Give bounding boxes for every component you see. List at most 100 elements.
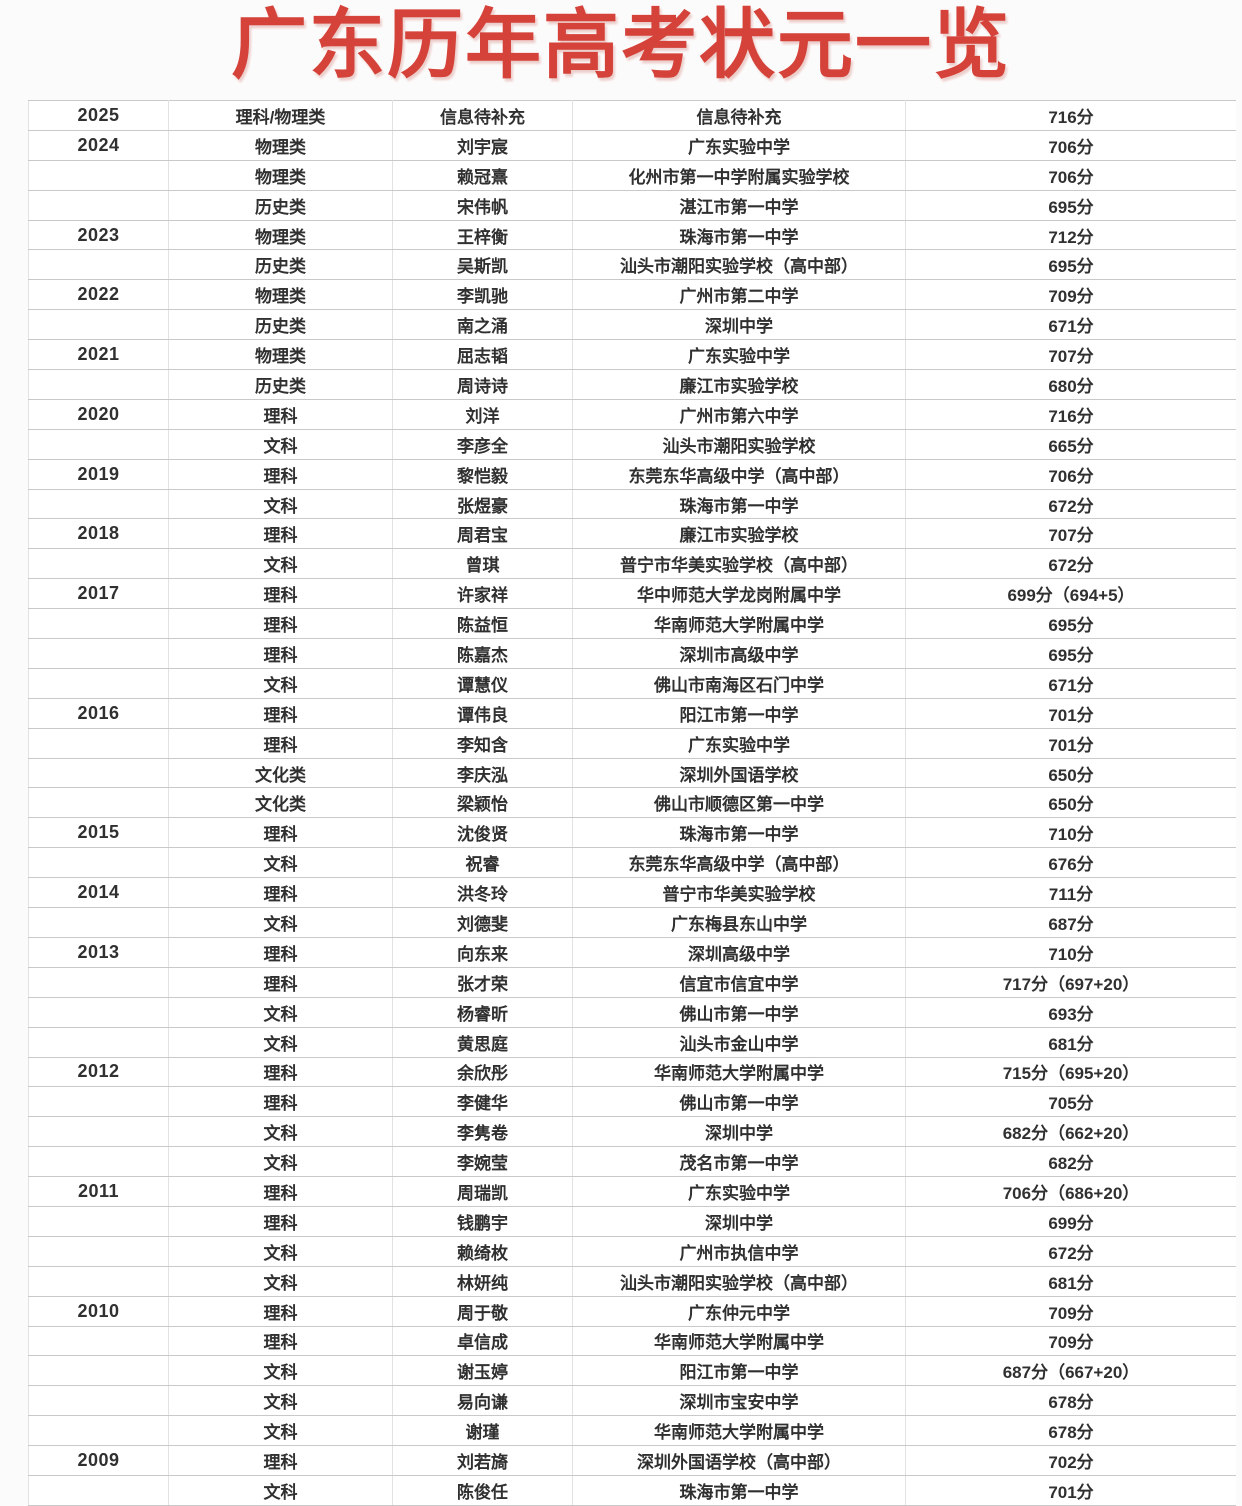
table-row: 2012 理科 余欣彤 华南师范大学附属中学 715分（695+20） bbox=[28, 1056, 1236, 1088]
score-cell: 687分（667+20） bbox=[905, 1355, 1236, 1387]
category-cell: 理科 bbox=[168, 877, 393, 909]
score-cell: 711分 bbox=[905, 877, 1236, 909]
score-cell: 672分 bbox=[905, 1235, 1236, 1267]
school-cell: 廉江市实验学校 bbox=[572, 518, 906, 550]
category-cell: 理科 bbox=[168, 1445, 393, 1476]
score-cell: 672分 bbox=[905, 488, 1236, 520]
table-row: 2018 理科 周君宝 廉江市实验学校 707分 bbox=[28, 518, 1236, 550]
table-row: 2015 理科 沈俊贤 珠海市第一中学 710分 bbox=[28, 817, 1236, 849]
score-cell: 717分（697+20） bbox=[905, 966, 1236, 998]
school-cell: 化州市第一中学附属实验学校 bbox=[572, 159, 906, 191]
score-cell: 706分（686+20） bbox=[905, 1176, 1236, 1207]
table-row: 文科 黄思庭 汕头市金山中学 681分 bbox=[28, 1026, 1236, 1058]
year-cell: 2025 bbox=[28, 100, 169, 131]
school-cell: 广州市第二中学 bbox=[572, 279, 906, 311]
school-cell: 华南师范大学附属中学 bbox=[572, 1415, 906, 1447]
category-cell: 理科 bbox=[168, 1086, 393, 1118]
name-cell: 许家祥 bbox=[392, 578, 573, 610]
category-cell: 文科 bbox=[168, 1026, 393, 1058]
score-cell: 705分 bbox=[905, 1086, 1236, 1118]
table-row: 文化类 李庆泓 深圳外国语学校 650分 bbox=[28, 757, 1236, 789]
table-row: 文科 李隽卷 深圳中学 682分（662+20） bbox=[28, 1116, 1236, 1148]
year-cell bbox=[28, 996, 169, 1028]
school-cell: 深圳中学 bbox=[572, 1116, 906, 1148]
category-cell: 物理类 bbox=[168, 279, 393, 311]
category-cell: 文科 bbox=[168, 907, 393, 938]
school-cell: 深圳中学 bbox=[572, 309, 906, 341]
year-cell bbox=[28, 1415, 169, 1447]
category-cell: 文科 bbox=[168, 1355, 393, 1387]
school-cell: 珠海市第一中学 bbox=[572, 1474, 906, 1506]
page-title: 广东历年高考状元一览 bbox=[231, 3, 1011, 88]
school-cell: 广东实验中学 bbox=[572, 727, 906, 759]
category-cell: 文科 bbox=[168, 667, 393, 699]
score-cell: 699分（694+5） bbox=[905, 578, 1236, 610]
school-cell: 廉江市实验学校 bbox=[572, 369, 906, 400]
category-cell: 文科 bbox=[168, 1235, 393, 1267]
year-cell bbox=[28, 608, 169, 640]
category-cell: 历史类 bbox=[168, 309, 393, 341]
school-cell: 广东实验中学 bbox=[572, 339, 906, 371]
school-cell: 茂名市第一中学 bbox=[572, 1146, 906, 1178]
name-cell: 李健华 bbox=[392, 1086, 573, 1118]
name-cell: 沈俊贤 bbox=[392, 817, 573, 849]
table-row: 2013 理科 向东来 深圳高级中学 710分 bbox=[28, 936, 1236, 968]
category-cell: 物理类 bbox=[168, 159, 393, 191]
score-cell: 706分 bbox=[905, 129, 1236, 161]
year-cell: 2009 bbox=[28, 1445, 169, 1476]
score-cell: 682分 bbox=[905, 1146, 1236, 1178]
year-cell bbox=[28, 1474, 169, 1506]
category-cell: 物理类 bbox=[168, 339, 393, 371]
category-cell: 文科 bbox=[168, 1116, 393, 1148]
year-cell: 2015 bbox=[28, 817, 169, 849]
table-row: 2025 理科/物理类 信息待补充 信息待补充 716分 bbox=[28, 100, 1236, 131]
name-cell: 李婉莹 bbox=[392, 1146, 573, 1178]
category-cell: 历史类 bbox=[168, 369, 393, 400]
year-cell bbox=[28, 1265, 169, 1297]
name-cell: 祝睿 bbox=[392, 847, 573, 879]
name-cell: 余欣彤 bbox=[392, 1056, 573, 1088]
score-cell: 702分 bbox=[905, 1445, 1236, 1476]
table-row: 文科 刘德斐 广东梅县东山中学 687分 bbox=[28, 907, 1236, 938]
score-cell: 701分 bbox=[905, 1474, 1236, 1506]
category-cell: 物理类 bbox=[168, 129, 393, 161]
top-scorers-table-wrap: 2025 理科/物理类 信息待补充 信息待补充 716分 2024 物理类 刘宇… bbox=[28, 100, 1236, 1506]
name-cell: 陈嘉杰 bbox=[392, 638, 573, 669]
year-cell: 2021 bbox=[28, 339, 169, 371]
school-cell: 湛江市第一中学 bbox=[572, 189, 906, 221]
name-cell: 洪冬玲 bbox=[392, 877, 573, 909]
score-cell: 712分 bbox=[905, 219, 1236, 251]
score-cell: 710分 bbox=[905, 817, 1236, 849]
name-cell: 张才荣 bbox=[392, 966, 573, 998]
year-cell bbox=[28, 369, 169, 400]
year-cell: 2023 bbox=[28, 219, 169, 251]
table-row: 文科 赖绮枚 广州市执信中学 672分 bbox=[28, 1235, 1236, 1267]
name-cell: 刘德斐 bbox=[392, 907, 573, 938]
table-row: 理科 张才荣 信宜市信宜中学 717分（697+20） bbox=[28, 966, 1236, 998]
year-cell: 2013 bbox=[28, 936, 169, 968]
score-cell: 710分 bbox=[905, 936, 1236, 968]
year-cell bbox=[28, 907, 169, 938]
table-row: 历史类 南之涌 深圳中学 671分 bbox=[28, 309, 1236, 341]
category-cell: 文科 bbox=[168, 1385, 393, 1417]
score-cell: 695分 bbox=[905, 249, 1236, 281]
category-cell: 理科 bbox=[168, 1205, 393, 1237]
school-cell: 深圳外国语学校 bbox=[572, 757, 906, 789]
table-row: 理科 李健华 佛山市第一中学 705分 bbox=[28, 1086, 1236, 1118]
name-cell: 杨睿昕 bbox=[392, 996, 573, 1028]
score-cell: 706分 bbox=[905, 159, 1236, 191]
table-row: 文化类 梁颖怡 佛山市顺德区第一中学 650分 bbox=[28, 787, 1236, 819]
category-cell: 历史类 bbox=[168, 189, 393, 221]
school-cell: 珠海市第一中学 bbox=[572, 817, 906, 849]
table-row: 2023 物理类 王梓衡 珠海市第一中学 712分 bbox=[28, 219, 1236, 251]
score-cell: 695分 bbox=[905, 608, 1236, 640]
score-cell: 709分 bbox=[905, 1295, 1236, 1327]
school-cell: 广东梅县东山中学 bbox=[572, 907, 906, 938]
table-row: 历史类 周诗诗 廉江市实验学校 680分 bbox=[28, 369, 1236, 400]
score-cell: 650分 bbox=[905, 787, 1236, 819]
year-cell bbox=[28, 727, 169, 759]
table-row: 文科 曾琪 普宁市华美实验学校（高中部） 672分 bbox=[28, 548, 1236, 580]
school-cell: 华南师范大学附属中学 bbox=[572, 1325, 906, 1357]
school-cell: 华南师范大学附属中学 bbox=[572, 1056, 906, 1088]
score-cell: 706分 bbox=[905, 458, 1236, 490]
